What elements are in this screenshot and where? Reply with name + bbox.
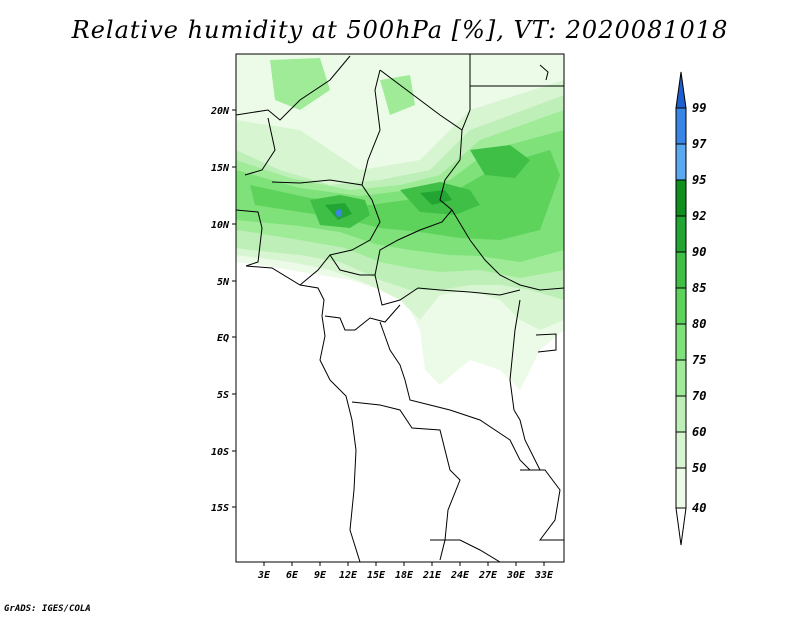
colorbar-segment	[675, 431, 687, 469]
lat-tick-label: 5S	[217, 390, 229, 401]
colorbar-bottom-arrow	[675, 507, 687, 546]
colorbar-label: 80	[692, 317, 707, 331]
lon-tick-label: 6E	[286, 570, 299, 581]
rh-97-spot	[336, 209, 342, 217]
colorbar-label: 99	[692, 101, 707, 115]
colorbar	[675, 71, 687, 546]
lat-tick-label: 20N	[210, 106, 230, 117]
colorbar-segment	[675, 395, 687, 433]
colorbar-label: 70	[692, 389, 707, 403]
colorbar-label: 95	[692, 173, 707, 187]
country-borders	[236, 54, 564, 562]
lat-tick-label: 5N	[217, 277, 230, 288]
colorbar-label: 85	[692, 281, 707, 295]
lat-tick-label: 15S	[211, 503, 229, 514]
lon-tick-label: 33E	[534, 570, 554, 581]
lat-tick-label: EQ	[217, 333, 229, 344]
lon-tick-label: 9E	[314, 570, 327, 581]
lon-tick-label: 24E	[450, 570, 470, 581]
map-frame	[235, 53, 565, 563]
colorbar-segment	[675, 179, 687, 217]
colorbar-segment	[675, 467, 687, 509]
lat-axis	[232, 109, 236, 508]
lon-tick-label: 30E	[506, 570, 526, 581]
colorbar-top-arrow	[675, 71, 687, 109]
lon-tick-labels: 3E 6E 9E 12E 15E 18E 21E 24E 27E 30E 33E	[257, 570, 554, 581]
rh-90-region	[325, 190, 452, 220]
colorbar-segment	[675, 323, 687, 361]
rh-85-region	[310, 145, 530, 228]
rh-60-north-patch	[270, 58, 415, 115]
humidity-shading	[236, 54, 564, 390]
lon-tick-label: 21E	[422, 570, 442, 581]
colorbar-segment	[675, 359, 687, 397]
lon-tick-label: 15E	[367, 570, 386, 581]
chart-title: Relative humidity at 500hPa [%], VT: 202…	[71, 16, 729, 44]
colorbar-label: 92	[692, 209, 707, 223]
colorbar-label: 90	[692, 245, 707, 259]
colorbar-label: 40	[692, 501, 707, 515]
colorbar-label: 97	[692, 137, 707, 151]
lon-tick-label: 18E	[395, 570, 414, 581]
lat-tick-label: 10N	[211, 220, 230, 231]
colorbar-segment	[675, 107, 687, 145]
lat-tick-label: 15N	[211, 163, 230, 174]
lon-tick-label: 3E	[257, 570, 271, 581]
colorbar-label: 75	[692, 353, 707, 367]
lon-tick-label: 27E	[478, 570, 498, 581]
rh-80-region	[250, 150, 560, 240]
colorbar-label: 60	[692, 425, 707, 439]
colorbar-segment	[675, 215, 687, 253]
lon-tick-label: 12E	[339, 570, 358, 581]
colorbar-segment	[675, 251, 687, 289]
lat-tick-labels: 20N 15N 10N 5N EQ 5S 10S 15S	[210, 106, 230, 514]
lon-axis	[263, 562, 545, 566]
software-credit: GrADS: IGES/COLA	[4, 604, 91, 614]
colorbar-label: 50	[692, 461, 707, 475]
colorbar-segment	[675, 143, 687, 181]
lat-tick-label: 10S	[211, 447, 229, 458]
colorbar-segment	[675, 287, 687, 325]
